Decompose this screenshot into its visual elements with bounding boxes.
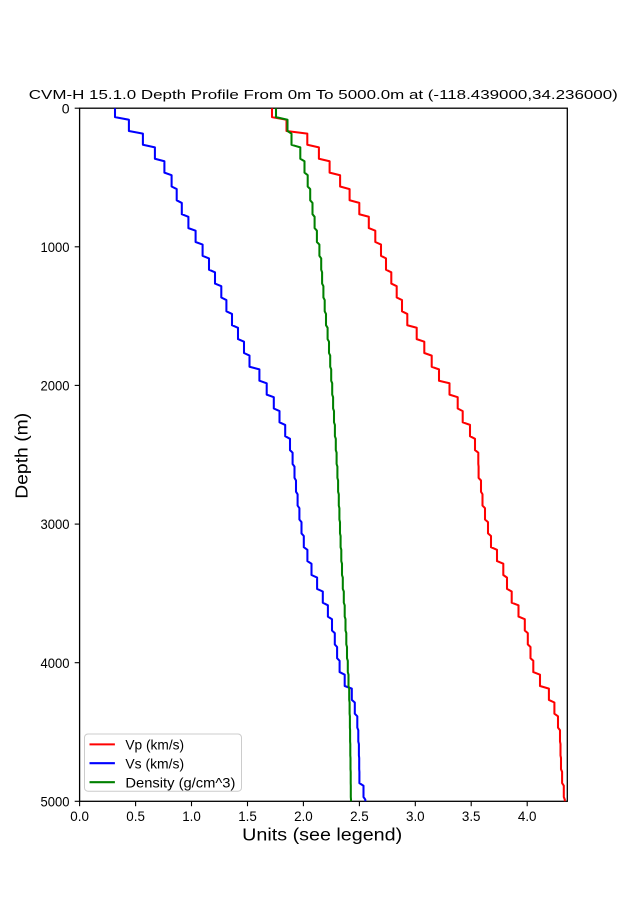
svg-text:Vs (km/s): Vs (km/s) bbox=[125, 756, 184, 771]
svg-text:Density (g/cm^3): Density (g/cm^3) bbox=[125, 775, 235, 790]
svg-text:CVM-H 15.1.0 Depth Profile Fro: CVM-H 15.1.0 Depth Profile From 0m To 50… bbox=[29, 87, 618, 102]
svg-text:3000: 3000 bbox=[41, 516, 70, 532]
svg-text:3.5: 3.5 bbox=[462, 808, 481, 824]
svg-text:Units (see legend): Units (see legend) bbox=[242, 824, 402, 844]
svg-text:2000: 2000 bbox=[41, 378, 70, 394]
svg-text:4000: 4000 bbox=[41, 655, 70, 671]
svg-text:2.0: 2.0 bbox=[294, 808, 313, 824]
svg-text:3.0: 3.0 bbox=[406, 808, 425, 824]
svg-text:4.0: 4.0 bbox=[518, 808, 537, 824]
svg-text:1000: 1000 bbox=[41, 239, 70, 255]
svg-text:1.0: 1.0 bbox=[182, 808, 201, 824]
svg-text:0: 0 bbox=[62, 100, 70, 116]
svg-text:Depth (m): Depth (m) bbox=[12, 413, 32, 499]
svg-text:0.0: 0.0 bbox=[70, 808, 89, 824]
svg-text:5000: 5000 bbox=[41, 793, 70, 809]
svg-text:Vp (km/s): Vp (km/s) bbox=[125, 738, 184, 753]
svg-text:1.5: 1.5 bbox=[238, 808, 257, 824]
svg-text:0.5: 0.5 bbox=[126, 808, 145, 824]
svg-text:2.5: 2.5 bbox=[350, 808, 369, 824]
